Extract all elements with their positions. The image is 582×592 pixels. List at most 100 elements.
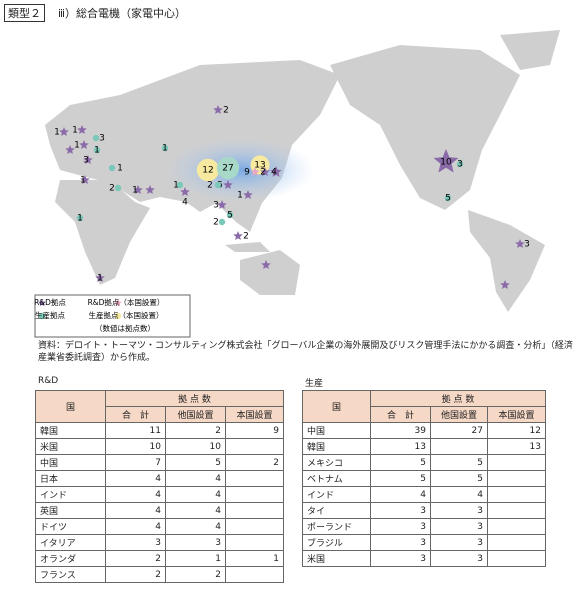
marker-label: 2 bbox=[223, 106, 229, 116]
marker-label: 1 bbox=[132, 186, 138, 196]
cell bbox=[487, 534, 546, 551]
marker-label: 12 bbox=[202, 166, 213, 176]
cell: インド bbox=[35, 486, 106, 503]
cell: 韓国 bbox=[35, 422, 106, 439]
cell bbox=[487, 550, 546, 567]
marker-label: 1 bbox=[117, 164, 123, 174]
title: ⅲ）総合電機（家電中心） bbox=[58, 7, 187, 20]
cell: 中国 bbox=[302, 422, 371, 439]
cell: 3 bbox=[370, 550, 431, 567]
cell: 7 bbox=[105, 454, 166, 471]
marker bbox=[80, 175, 90, 184]
cell: 3 bbox=[105, 534, 166, 551]
marker-label: 1 bbox=[162, 144, 168, 154]
cell: ベトナム bbox=[302, 470, 371, 487]
cell: タイ bbox=[302, 502, 371, 519]
cell: 4 bbox=[105, 470, 166, 487]
cell: 27 bbox=[430, 422, 488, 439]
marker-label: 5 bbox=[445, 194, 451, 204]
header-cell: 本国設置 bbox=[225, 406, 284, 423]
cell bbox=[225, 438, 284, 455]
cell bbox=[487, 486, 546, 503]
map: 2113113111211412271392452352211110353R&D… bbox=[34, 30, 560, 338]
cell: メキシコ bbox=[302, 454, 371, 471]
cell: 3 bbox=[370, 518, 431, 535]
cell: 4 bbox=[370, 486, 431, 503]
cell: 12 bbox=[487, 422, 546, 439]
marker bbox=[218, 218, 226, 226]
cell: 3 bbox=[370, 534, 431, 551]
marker-label: 13 bbox=[254, 161, 265, 171]
cell: 9 bbox=[225, 422, 284, 439]
cell: 2 bbox=[105, 550, 166, 567]
cell: 13 bbox=[487, 438, 546, 455]
marker-label: 2 bbox=[109, 184, 115, 194]
cell bbox=[225, 470, 284, 487]
marker bbox=[261, 260, 271, 269]
cell: 4 bbox=[165, 502, 226, 519]
cell: 4 bbox=[165, 470, 226, 487]
header-cell: 国 bbox=[35, 390, 106, 423]
cell: 4 bbox=[430, 486, 488, 503]
cell: 4 bbox=[165, 486, 226, 503]
marker-label: 1 bbox=[173, 181, 179, 191]
badge: 類型２ bbox=[4, 4, 45, 22]
cell: 5 bbox=[430, 470, 488, 487]
cell: 4 bbox=[105, 486, 166, 503]
cell bbox=[487, 518, 546, 535]
cell: 5 bbox=[370, 470, 431, 487]
marker-label: 1 bbox=[74, 141, 80, 151]
cell: 日本 bbox=[35, 470, 106, 487]
cell: 13 bbox=[370, 438, 431, 455]
marker bbox=[214, 181, 222, 189]
cell: 5 bbox=[430, 454, 488, 471]
cell: 3 bbox=[165, 534, 226, 551]
cell: 39 bbox=[370, 422, 431, 439]
marker bbox=[59, 127, 69, 136]
legend-note: （数値は拠点数） bbox=[95, 323, 155, 333]
marker-label: 10 bbox=[440, 158, 452, 168]
cell: 10 bbox=[105, 438, 166, 455]
marker bbox=[216, 156, 240, 180]
marker-label: 3 bbox=[524, 240, 530, 250]
marker bbox=[83, 155, 93, 164]
marker-label: 3 bbox=[457, 160, 463, 170]
cell: 中国 bbox=[35, 454, 106, 471]
marker-label: 2 bbox=[260, 168, 266, 178]
marker bbox=[145, 185, 155, 194]
cell: 11 bbox=[105, 422, 166, 439]
marker bbox=[226, 211, 234, 219]
marker bbox=[213, 105, 223, 114]
marker bbox=[76, 214, 84, 222]
marker bbox=[114, 184, 122, 192]
cell bbox=[487, 470, 546, 487]
table-title: R&D bbox=[38, 376, 59, 386]
cell bbox=[225, 534, 284, 551]
marker bbox=[433, 149, 459, 173]
marker bbox=[79, 140, 89, 149]
marker bbox=[260, 167, 270, 176]
marker bbox=[444, 194, 452, 202]
marker-label: 2 bbox=[213, 218, 219, 228]
marker-label: 4 bbox=[182, 198, 188, 208]
marker-label: 1 bbox=[72, 126, 78, 136]
marker-label: 2 bbox=[207, 181, 213, 191]
cell bbox=[225, 502, 284, 519]
marker bbox=[65, 145, 75, 154]
marker bbox=[515, 239, 525, 248]
cell: 4 bbox=[165, 518, 226, 535]
marker bbox=[93, 146, 101, 154]
legend-icon bbox=[114, 299, 122, 307]
marker bbox=[270, 166, 282, 177]
cell: 2 bbox=[165, 566, 226, 583]
marker-label: 1 bbox=[94, 146, 100, 156]
marker-label: 4 bbox=[271, 168, 277, 178]
legend-icon bbox=[38, 312, 46, 320]
marker bbox=[196, 158, 220, 182]
cell: 3 bbox=[430, 502, 488, 519]
marker bbox=[108, 164, 116, 172]
cell: 2 bbox=[225, 454, 284, 471]
cell bbox=[225, 518, 284, 535]
cell: 5 bbox=[165, 454, 226, 471]
